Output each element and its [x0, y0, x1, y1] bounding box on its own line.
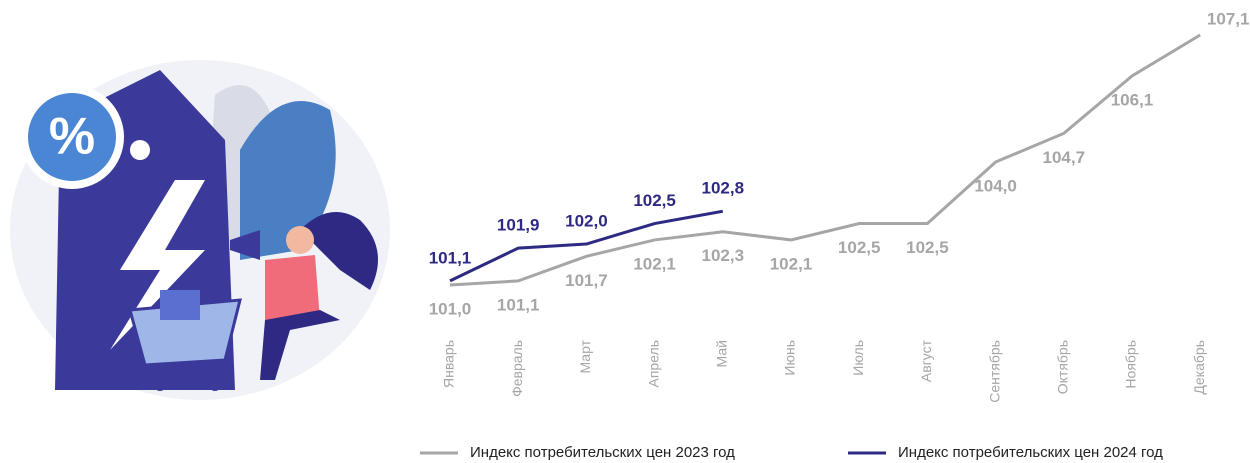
- x-tick-label: Февраль: [509, 340, 525, 397]
- data-label: 101,1: [429, 248, 472, 267]
- x-tick-label: Июль: [850, 340, 866, 376]
- data-label: 102,0: [565, 212, 608, 231]
- chart: % Январь Февраль Март Апрель Май Июнь Июль Авгу…: [0, 0, 1250, 463]
- x-tick-label: Сентябрь: [986, 340, 1002, 403]
- data-label: 106,1: [1111, 90, 1154, 109]
- data-label: 101,7: [565, 271, 608, 290]
- data-label: 104,0: [974, 177, 1017, 196]
- data-label: 104,7: [1043, 148, 1086, 167]
- x-tick-label: Октябрь: [1055, 340, 1071, 394]
- data-label: 102,5: [633, 191, 676, 210]
- data-label: 101,9: [497, 216, 540, 235]
- x-tick-label: Июнь: [782, 340, 798, 376]
- x-tick-label: Ноябрь: [1123, 340, 1139, 389]
- legend-label: Индекс потребительских цен 2023 год: [470, 444, 735, 461]
- x-tick-label: Май: [714, 340, 730, 367]
- data-label: 102,5: [906, 238, 949, 257]
- data-label: 102,3: [702, 246, 745, 265]
- data-label: 101,0: [429, 299, 472, 318]
- legend-label: Индекс потребительских цен 2024 год: [898, 444, 1163, 461]
- x-tick-label: Март: [577, 339, 593, 373]
- x-tick-label: Август: [918, 339, 934, 382]
- data-label: 107,1: [1207, 9, 1250, 28]
- data-label: 102,1: [770, 254, 813, 273]
- data-label: 102,8: [702, 179, 745, 198]
- data-label: 102,1: [633, 254, 676, 273]
- x-tick-label: Январь: [441, 340, 457, 388]
- x-tick-label: Апрель: [645, 340, 661, 388]
- badge: %: [49, 108, 95, 166]
- illustration: %: [10, 60, 390, 400]
- data-label: 101,1: [497, 295, 540, 314]
- x-tick-label: Декабрь: [1191, 340, 1207, 395]
- series-line: [450, 35, 1200, 285]
- data-label: 102,5: [838, 238, 881, 257]
